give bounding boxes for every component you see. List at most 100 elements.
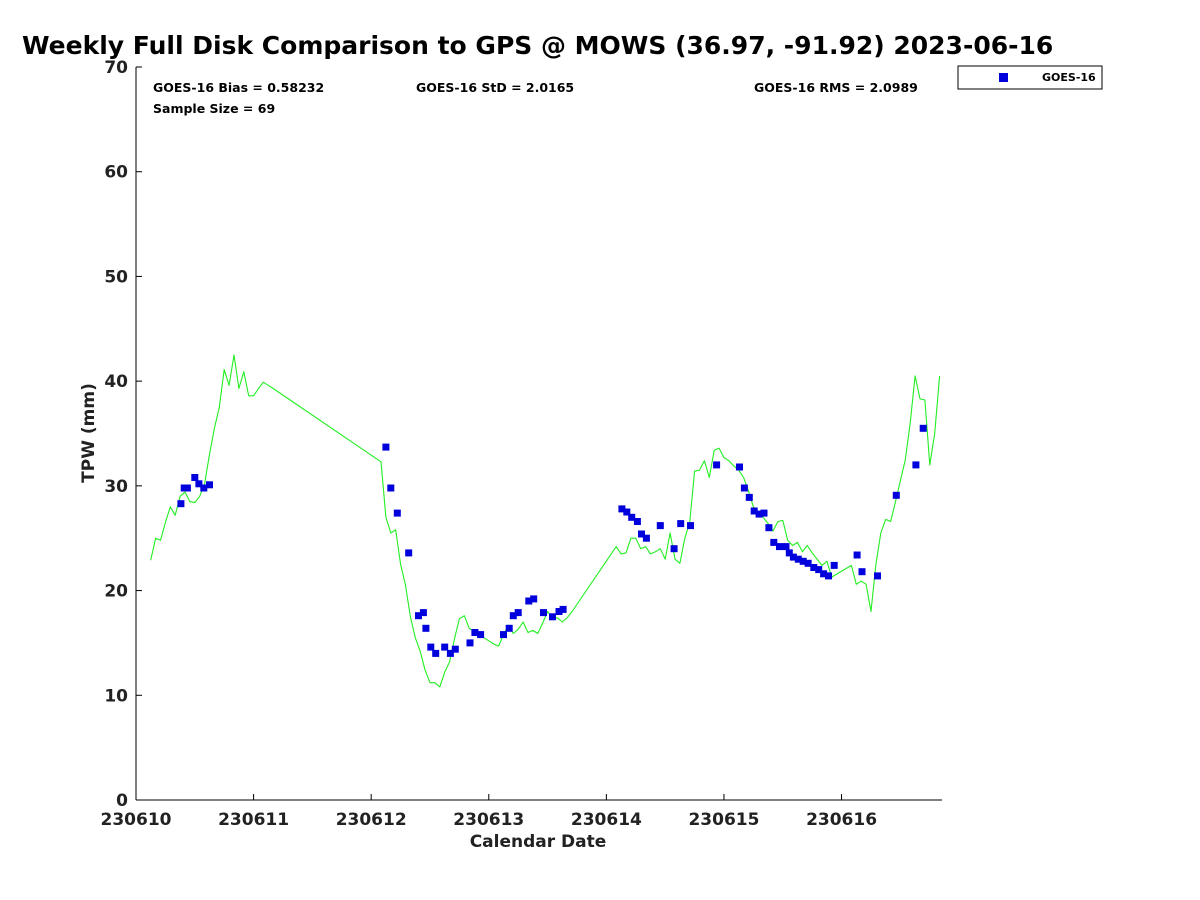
y-tick-label: 60 xyxy=(104,163,128,183)
y-tick-label: 30 xyxy=(104,477,128,497)
goes-16-point xyxy=(387,484,395,492)
x-tick-label: 230611 xyxy=(218,810,289,830)
goes-16-point xyxy=(432,649,440,657)
x-axis-label: Calendar Date xyxy=(470,832,607,852)
goes-16-point xyxy=(415,612,422,620)
x-tick-label: 230616 xyxy=(806,810,877,830)
goes-16-point xyxy=(858,568,866,576)
goes-16-point xyxy=(785,549,793,557)
goes-16-point xyxy=(804,559,812,567)
goes-16-point xyxy=(509,612,517,620)
goes-16-point xyxy=(177,500,185,508)
legend-label-goes-16: GOES-16 xyxy=(1042,71,1096,84)
goes-16-point xyxy=(853,551,861,559)
goes-16-point xyxy=(471,629,479,636)
y-tick-label: 70 xyxy=(104,58,128,78)
goes-16-point xyxy=(441,643,449,651)
goes-16-point xyxy=(874,572,881,580)
y-axis-label: TPW (mm) xyxy=(79,383,99,483)
sample-size-stat: Sample Size = 69 xyxy=(153,101,275,116)
goes-16-point xyxy=(206,481,213,489)
y-tick-label: 10 xyxy=(104,686,128,706)
goes-16-point xyxy=(477,631,485,639)
goes-16-point xyxy=(892,491,900,499)
goes-16-point xyxy=(555,608,563,615)
goes-16-point xyxy=(422,624,430,632)
goes-16-point xyxy=(799,557,807,565)
goes-16-point xyxy=(770,538,778,546)
goes-16-point xyxy=(794,555,802,563)
goes-16-point xyxy=(446,649,454,657)
goes-16-point xyxy=(633,518,641,525)
goes-16-point xyxy=(451,645,459,653)
goes-16-point xyxy=(382,443,390,451)
goes-16-point xyxy=(740,484,748,492)
goes-16-point xyxy=(736,463,743,471)
goes-16-point xyxy=(820,570,828,578)
goes-16-point xyxy=(713,461,721,469)
goes-16-point xyxy=(912,461,920,469)
goes-16-point xyxy=(776,543,783,551)
goes-16-point xyxy=(687,522,694,530)
goes-16-point xyxy=(815,566,823,574)
goes-16-point xyxy=(765,524,773,532)
goes-16-point xyxy=(405,549,413,557)
bias-stat: GOES-16 Bias = 0.58232 xyxy=(153,80,324,95)
x-tick-label: 230610 xyxy=(101,810,172,830)
gps-line-series xyxy=(150,354,941,688)
legend: GOES-16 xyxy=(957,65,1103,90)
goes-16-point xyxy=(505,624,513,632)
goes-16-point xyxy=(559,605,567,613)
goes-16-point xyxy=(782,543,790,551)
y-ticks: 0 10 20 30 40 50 60 70 xyxy=(104,58,142,811)
goes-16-point xyxy=(419,609,427,617)
goes-16-point xyxy=(830,561,838,569)
goes-16-point xyxy=(200,484,208,492)
goes-16-point xyxy=(540,609,547,617)
legend-marker-goes-16 xyxy=(999,73,1008,82)
goes-16-point xyxy=(500,631,507,639)
goes-16-point xyxy=(191,474,199,481)
chart-title: Weekly Full Disk Comparison to GPS @ MOW… xyxy=(22,31,1053,60)
goes-16-point xyxy=(810,564,818,571)
goes-16-point xyxy=(642,534,650,542)
x-tick-label: 230613 xyxy=(453,810,524,830)
goes-16-point xyxy=(628,513,636,521)
goes-16-point-series xyxy=(177,424,927,657)
goes-16-point xyxy=(750,507,758,515)
goes-16-point xyxy=(755,510,763,518)
y-tick-label: 20 xyxy=(104,582,128,602)
rms-stat: GOES-16 RMS = 2.0989 xyxy=(754,80,918,95)
y-tick-label: 0 xyxy=(116,791,128,811)
goes-16-point xyxy=(183,484,191,492)
goes-16-point xyxy=(670,545,678,553)
goes-16-point xyxy=(638,530,645,538)
goes-16-point xyxy=(825,572,832,580)
goes-16-point xyxy=(760,509,768,517)
goes-16-point xyxy=(549,613,556,621)
std-stat: GOES-16 StD = 2.0165 xyxy=(416,80,574,95)
goes-16-point xyxy=(466,639,474,647)
goes-16-point xyxy=(427,643,435,651)
goes-16-point xyxy=(623,508,631,516)
goes-16-point xyxy=(530,595,538,603)
x-tick-label: 230614 xyxy=(571,810,642,830)
goes-16-point xyxy=(789,553,797,561)
legend-box xyxy=(957,65,1103,90)
plot-area: 0 10 20 30 40 50 60 70 230610 230611 230612 230613… xyxy=(101,58,942,830)
goes-16-point xyxy=(514,609,522,617)
goes-16-point xyxy=(393,509,401,517)
y-tick-label: 40 xyxy=(104,372,128,392)
goes-16-point xyxy=(656,522,664,530)
x-tick-label: 230615 xyxy=(688,810,759,830)
x-tick-label: 230612 xyxy=(336,810,407,830)
goes-16-point xyxy=(745,493,753,501)
goes-16-point xyxy=(618,505,626,513)
x-ticks: 230610 230611 230612 230613 230614 230615 2306… xyxy=(101,794,877,830)
goes-16-point xyxy=(525,597,533,605)
y-tick-label: 50 xyxy=(104,267,128,287)
goes-16-point xyxy=(919,424,927,432)
gps-line xyxy=(150,354,941,688)
goes-16-point xyxy=(677,520,685,528)
